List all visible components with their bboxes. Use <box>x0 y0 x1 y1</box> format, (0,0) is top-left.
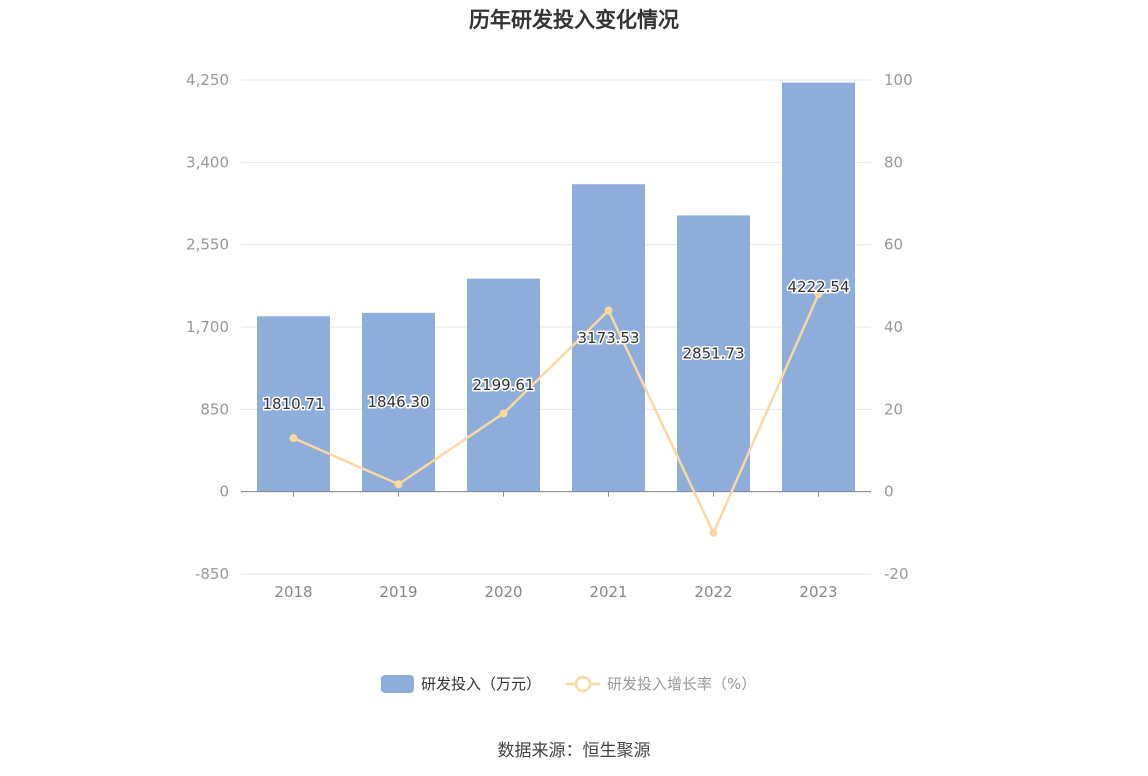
data-labels: 1810.71 1846.30 2199.61 3173.53 2851.73 4222.… <box>261 277 851 415</box>
y-right-tick-label: 100 <box>884 71 913 89</box>
y-left-tick-label: 4,250 <box>186 71 229 89</box>
data-source: 数据来源：恒生聚源 <box>497 741 651 761</box>
y-right-tick-label: 60 <box>884 236 903 254</box>
line-point <box>499 409 508 418</box>
bar <box>782 82 855 492</box>
legend[interactable]: 研发投入（万元） 研发投入增长率（%） <box>381 675 756 693</box>
bar-value-label: 3173.53 <box>577 329 639 347</box>
legend-bar-swatch <box>381 675 414 693</box>
y-right-tick-label: 40 <box>884 318 903 336</box>
y-right-tick-label: 20 <box>884 400 903 418</box>
y-left-tick-label: 1,700 <box>186 318 229 336</box>
bar <box>467 278 540 492</box>
bar-value-label: 1810.71 <box>262 395 324 413</box>
x-tick-label: 2018 <box>274 583 312 601</box>
x-tick-label: 2020 <box>484 583 522 601</box>
y-axis-right: -20 0 20 40 60 80 100 <box>884 71 913 583</box>
line-point <box>814 290 823 299</box>
y-left-tick-label: -850 <box>195 565 229 583</box>
line-series <box>289 290 823 537</box>
bar-value-label: 2851.73 <box>682 345 744 363</box>
legend-line-label: 研发投入增长率（%） <box>607 675 756 693</box>
y-right-tick-label: 0 <box>884 483 894 501</box>
bar-series <box>257 82 855 492</box>
y-right-tick-label: 80 <box>884 153 903 171</box>
bar-value-label: 4222.54 <box>787 278 849 296</box>
line-point <box>709 528 718 537</box>
legend-bar-label: 研发投入（万元） <box>421 675 541 693</box>
bar <box>572 184 645 492</box>
chart-title: 历年研发投入变化情况 <box>469 8 679 32</box>
grid-lines <box>241 79 871 575</box>
y-left-tick-label: 850 <box>200 400 229 418</box>
x-tick-label: 2023 <box>799 583 837 601</box>
x-axis: 2018 2019 2020 2021 2022 2023 <box>241 491 871 601</box>
y-axis-left: -850 0 850 1,700 2,550 3,400 4,250 <box>186 71 229 583</box>
y-right-tick-label: -20 <box>884 565 909 583</box>
bar-value-label: 1846.30 <box>367 393 429 411</box>
x-tick-label: 2021 <box>589 583 627 601</box>
bar <box>257 316 330 492</box>
bar <box>362 312 435 492</box>
growth-line <box>292 293 820 536</box>
y-left-tick-label: 2,550 <box>186 236 229 254</box>
bar-value-label: 2199.61 <box>472 376 534 394</box>
x-tick-label: 2019 <box>379 583 417 601</box>
legend-line-marker <box>574 675 592 693</box>
line-point <box>289 434 298 443</box>
x-tick-label: 2022 <box>694 583 732 601</box>
line-point <box>394 480 403 489</box>
y-left-tick-label: 0 <box>219 483 229 501</box>
bar <box>677 215 750 492</box>
y-left-tick-label: 3,400 <box>186 153 229 171</box>
line-point <box>604 306 613 315</box>
